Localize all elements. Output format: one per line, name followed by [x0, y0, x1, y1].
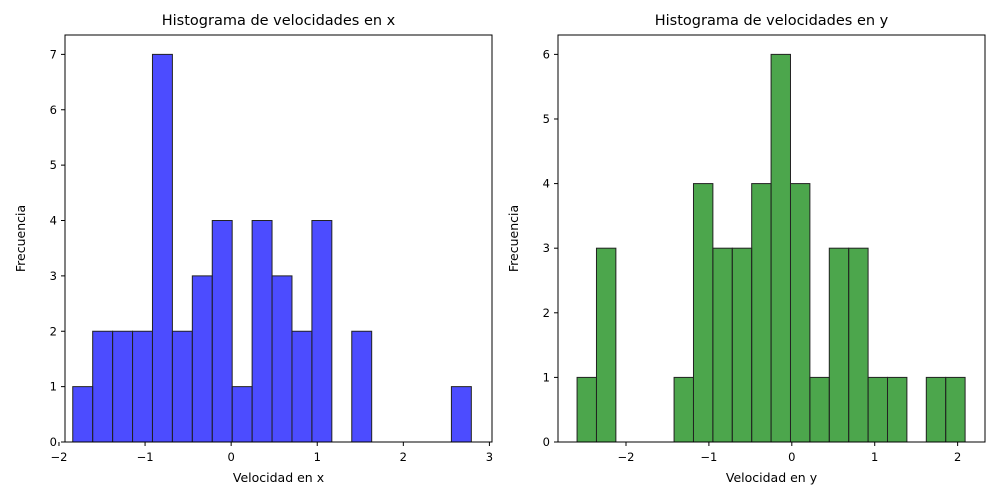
x-tick-label: 2 — [954, 450, 961, 464]
histogram-bar — [132, 330, 153, 443]
histogram-bar — [450, 386, 472, 443]
histogram-bar — [211, 220, 233, 443]
histogram-bar — [692, 183, 714, 443]
histogram-bar — [291, 330, 313, 443]
histogram-bar — [789, 183, 811, 443]
y-axis-label: Frecuencia — [506, 205, 521, 272]
histogram-bar — [809, 376, 830, 443]
histogram-bar — [673, 376, 694, 443]
histogram-bar — [731, 247, 753, 443]
y-tick-label: 7 — [50, 47, 57, 61]
y-tick-label: 3 — [543, 241, 550, 255]
histogram-bar — [112, 330, 134, 443]
y-tick-label: 6 — [50, 103, 57, 117]
histogram-bar — [925, 376, 947, 443]
histogram-bar — [848, 247, 869, 443]
histogram-bar — [712, 247, 733, 443]
y-tick-label: 2 — [543, 306, 550, 320]
histogram-bar — [945, 376, 966, 443]
axes-frame — [64, 34, 493, 443]
x-tick-label: 1 — [871, 450, 878, 464]
y-tick-label: 1 — [543, 370, 550, 384]
histogram-bar — [231, 386, 253, 443]
x-tick-label: −2 — [618, 450, 635, 464]
histogram-bar — [171, 330, 193, 443]
x-tick-label: −2 — [50, 450, 67, 464]
chart-title: Histograma de velocidades en x — [162, 13, 396, 29]
histogram-bar — [595, 247, 617, 443]
histogram-bar — [251, 220, 273, 443]
histogram-bar — [271, 275, 293, 443]
x-tick-label: 0 — [788, 450, 795, 464]
histogram-bar — [351, 330, 373, 443]
histogram-bar — [828, 247, 850, 443]
y-tick-label: 5 — [543, 112, 550, 126]
chart-panel-y: −2 −1 0 1 2 0 1 2 3 4 5 6 Histograma de velocidades … — [506, 13, 986, 485]
histogram-bar — [751, 183, 772, 443]
y-tick-label: 4 — [543, 177, 550, 191]
y-axis-label: Frecuencia — [13, 205, 28, 272]
histogram-bar — [886, 376, 908, 443]
y-tick-label: 1 — [50, 380, 57, 394]
x-tick-label: −1 — [137, 450, 154, 464]
x-tick-label: 0 — [227, 450, 234, 464]
histogram-bar — [311, 220, 333, 443]
histogram-bar — [72, 386, 94, 443]
axes-frame — [557, 34, 986, 443]
chart-panel-x: −2 −1 0 1 2 3 0 1 2 3 4 5 6 7 Histograma de velocidade… — [13, 13, 493, 485]
x-tick-label: 1 — [314, 450, 321, 464]
x-tick-label: 3 — [486, 450, 493, 464]
y-tick-label: 5 — [50, 158, 57, 172]
y-tick-label: 0 — [543, 435, 550, 449]
histogram-bar — [770, 53, 791, 443]
histogram-bar — [151, 53, 173, 443]
y-tick-label: 2 — [50, 324, 57, 338]
y-tick-label: 3 — [50, 269, 57, 283]
y-tick-label: 4 — [50, 214, 57, 228]
histogram-bar — [867, 376, 888, 443]
histogram-bar — [576, 376, 597, 443]
x-tick-label: −1 — [700, 450, 717, 464]
x-tick-label: 2 — [400, 450, 407, 464]
y-tick-label: 6 — [543, 47, 550, 61]
x-axis-label: Velocidad en x — [233, 470, 324, 485]
x-axis-label: Velocidad en y — [726, 470, 818, 485]
histogram-bar — [92, 330, 114, 443]
y-tick-label: 0 — [50, 435, 57, 449]
chart-title: Histograma de velocidades en y — [655, 13, 889, 29]
histogram-bar — [191, 275, 213, 443]
